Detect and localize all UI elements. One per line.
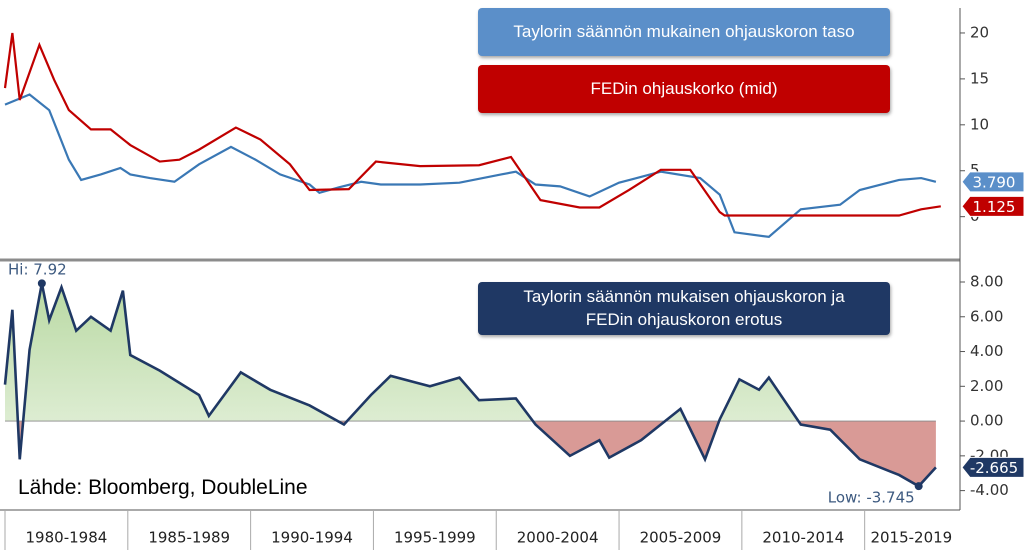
y-tick-label: 15: [970, 69, 989, 87]
y-tick-label: 2.00: [970, 377, 1003, 395]
x-tick-label: 1985-1989: [148, 529, 230, 547]
x-tick-label: 2000-2004: [517, 529, 599, 547]
y-tick-label: 5: [970, 161, 980, 179]
annotation-dot: [914, 482, 923, 491]
legend-box: FEDin ohjauskorko (mid): [478, 65, 890, 113]
line: [3, 283, 937, 488]
legend-box: Taylorin säännön mukaisen ohjauskoron ja…: [478, 282, 890, 335]
x-tick-label: 2005-2009: [640, 529, 722, 547]
annotation: Hi: 7.92: [8, 261, 67, 279]
area-negative: [17, 421, 936, 487]
end-label: -2.665: [970, 459, 1018, 477]
x-tick-label: 1995-1999: [394, 529, 476, 547]
x-tick-label: 2010-2014: [762, 529, 844, 547]
line: [4, 93, 937, 239]
y-tick-label: 20: [970, 23, 989, 41]
y-tick-label: -4.00: [970, 481, 1009, 499]
end-label: 1.125: [973, 198, 1016, 216]
x-tick-label: 2015-2019: [870, 529, 952, 547]
y-tick-label: 0.00: [970, 412, 1003, 430]
annotation: Low: -3.745: [828, 489, 915, 507]
end-tag: [961, 456, 1025, 478]
end-label: 3.790: [973, 173, 1016, 191]
y-tick-label: 8.00: [970, 272, 1003, 290]
source: Lähde: Bloomberg, DoubleLine: [18, 476, 308, 499]
x-tick-label: 1980-1984: [26, 529, 108, 547]
end-tag: [961, 195, 1025, 217]
y-tick-label: 4.00: [970, 342, 1003, 360]
area-positive: [5, 283, 936, 422]
y-tick-label: 10: [970, 115, 989, 133]
y-tick-label: 6.00: [970, 307, 1003, 325]
end-tag: [961, 171, 1025, 193]
legend-box: Taylorin säännön mukainen ohjauskoron ta…: [478, 8, 890, 56]
line: [3, 32, 941, 217]
x-tick-label: 1990-1994: [271, 529, 353, 547]
annotation-dot: [37, 279, 46, 288]
